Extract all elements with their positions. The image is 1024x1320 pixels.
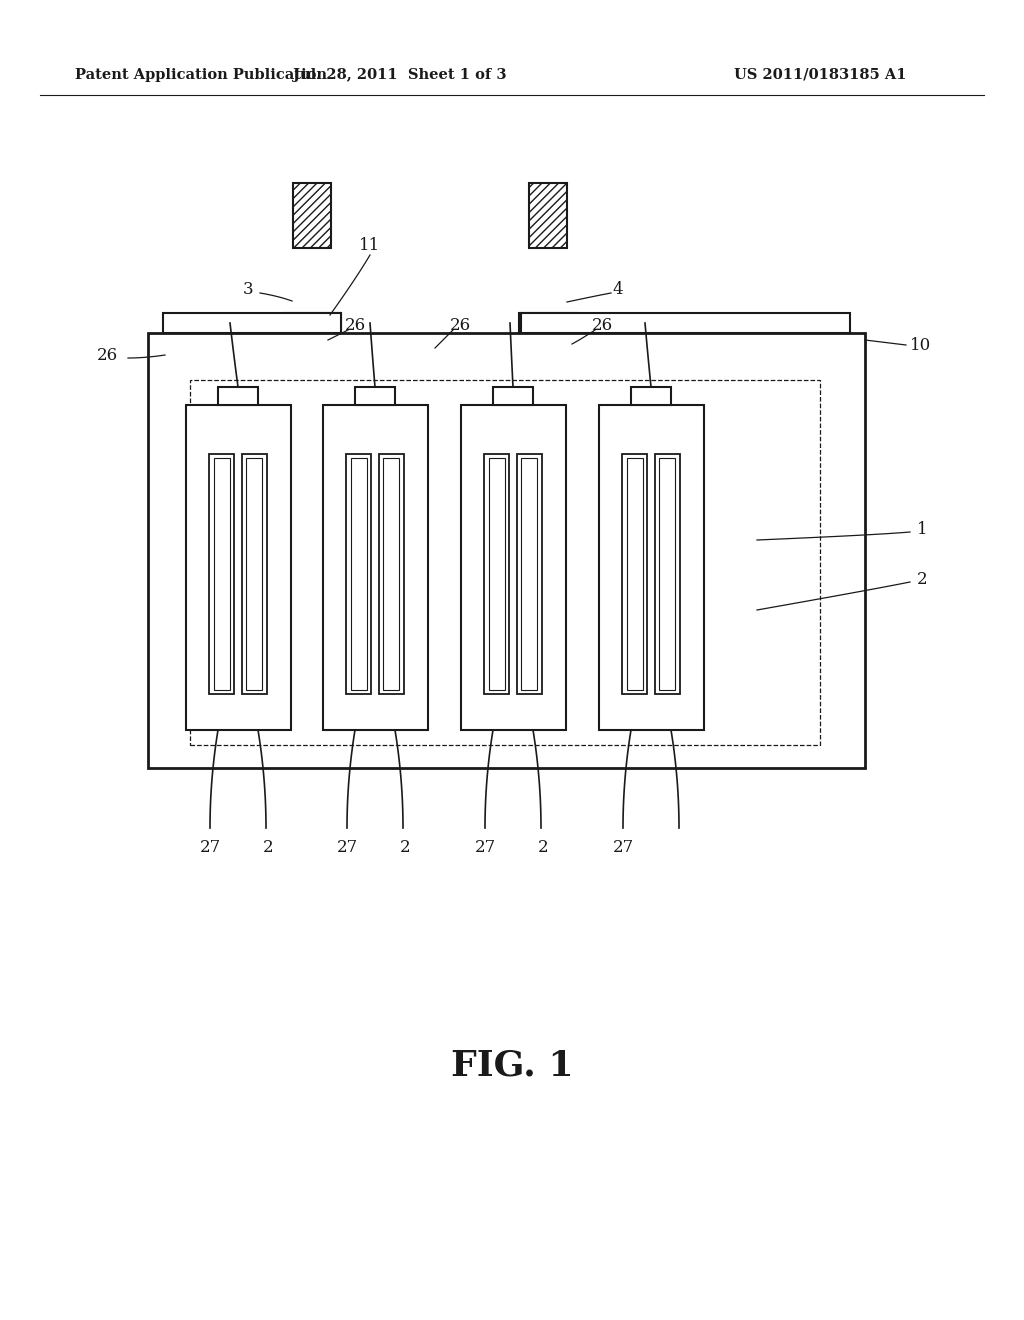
- Bar: [323, 405, 427, 730]
- Bar: [654, 454, 680, 694]
- Bar: [627, 458, 643, 690]
- Text: Jul. 28, 2011  Sheet 1 of 3: Jul. 28, 2011 Sheet 1 of 3: [293, 69, 507, 82]
- Bar: [209, 454, 234, 694]
- Bar: [218, 387, 258, 405]
- Text: 3: 3: [243, 281, 253, 298]
- Bar: [190, 380, 820, 744]
- Bar: [519, 313, 577, 333]
- Text: 26: 26: [592, 317, 612, 334]
- Text: FIG. 1: FIG. 1: [451, 1048, 573, 1082]
- Text: 26: 26: [344, 317, 366, 334]
- Text: 2: 2: [918, 572, 928, 589]
- Bar: [346, 454, 372, 694]
- Text: 11: 11: [359, 236, 381, 253]
- Bar: [350, 458, 367, 690]
- Bar: [484, 454, 509, 694]
- Text: 2: 2: [399, 840, 411, 857]
- Bar: [283, 313, 341, 333]
- Bar: [659, 458, 676, 690]
- Text: 27: 27: [200, 840, 220, 857]
- Text: 27: 27: [612, 840, 634, 857]
- Bar: [598, 405, 703, 730]
- Text: 2: 2: [538, 840, 548, 857]
- Bar: [488, 458, 505, 690]
- Bar: [214, 458, 229, 690]
- Bar: [529, 183, 567, 248]
- Text: 10: 10: [910, 337, 931, 354]
- Text: 4: 4: [612, 281, 624, 298]
- Text: 1: 1: [918, 521, 928, 539]
- Bar: [185, 405, 291, 730]
- Bar: [246, 458, 262, 690]
- Bar: [242, 454, 267, 694]
- Bar: [383, 458, 399, 690]
- Bar: [631, 387, 671, 405]
- Text: 2: 2: [263, 840, 273, 857]
- Bar: [521, 458, 538, 690]
- Bar: [379, 454, 403, 694]
- Text: 27: 27: [474, 840, 496, 857]
- Text: 27: 27: [336, 840, 357, 857]
- Bar: [163, 313, 341, 333]
- Bar: [623, 454, 647, 694]
- Bar: [148, 333, 865, 768]
- Bar: [461, 405, 565, 730]
- Text: 26: 26: [97, 346, 118, 363]
- Bar: [521, 313, 850, 333]
- Bar: [517, 454, 542, 694]
- Text: Patent Application Publication: Patent Application Publication: [75, 69, 327, 82]
- Bar: [293, 183, 331, 248]
- Text: 26: 26: [450, 317, 471, 334]
- Bar: [493, 387, 532, 405]
- Bar: [355, 387, 395, 405]
- Text: US 2011/0183185 A1: US 2011/0183185 A1: [734, 69, 906, 82]
